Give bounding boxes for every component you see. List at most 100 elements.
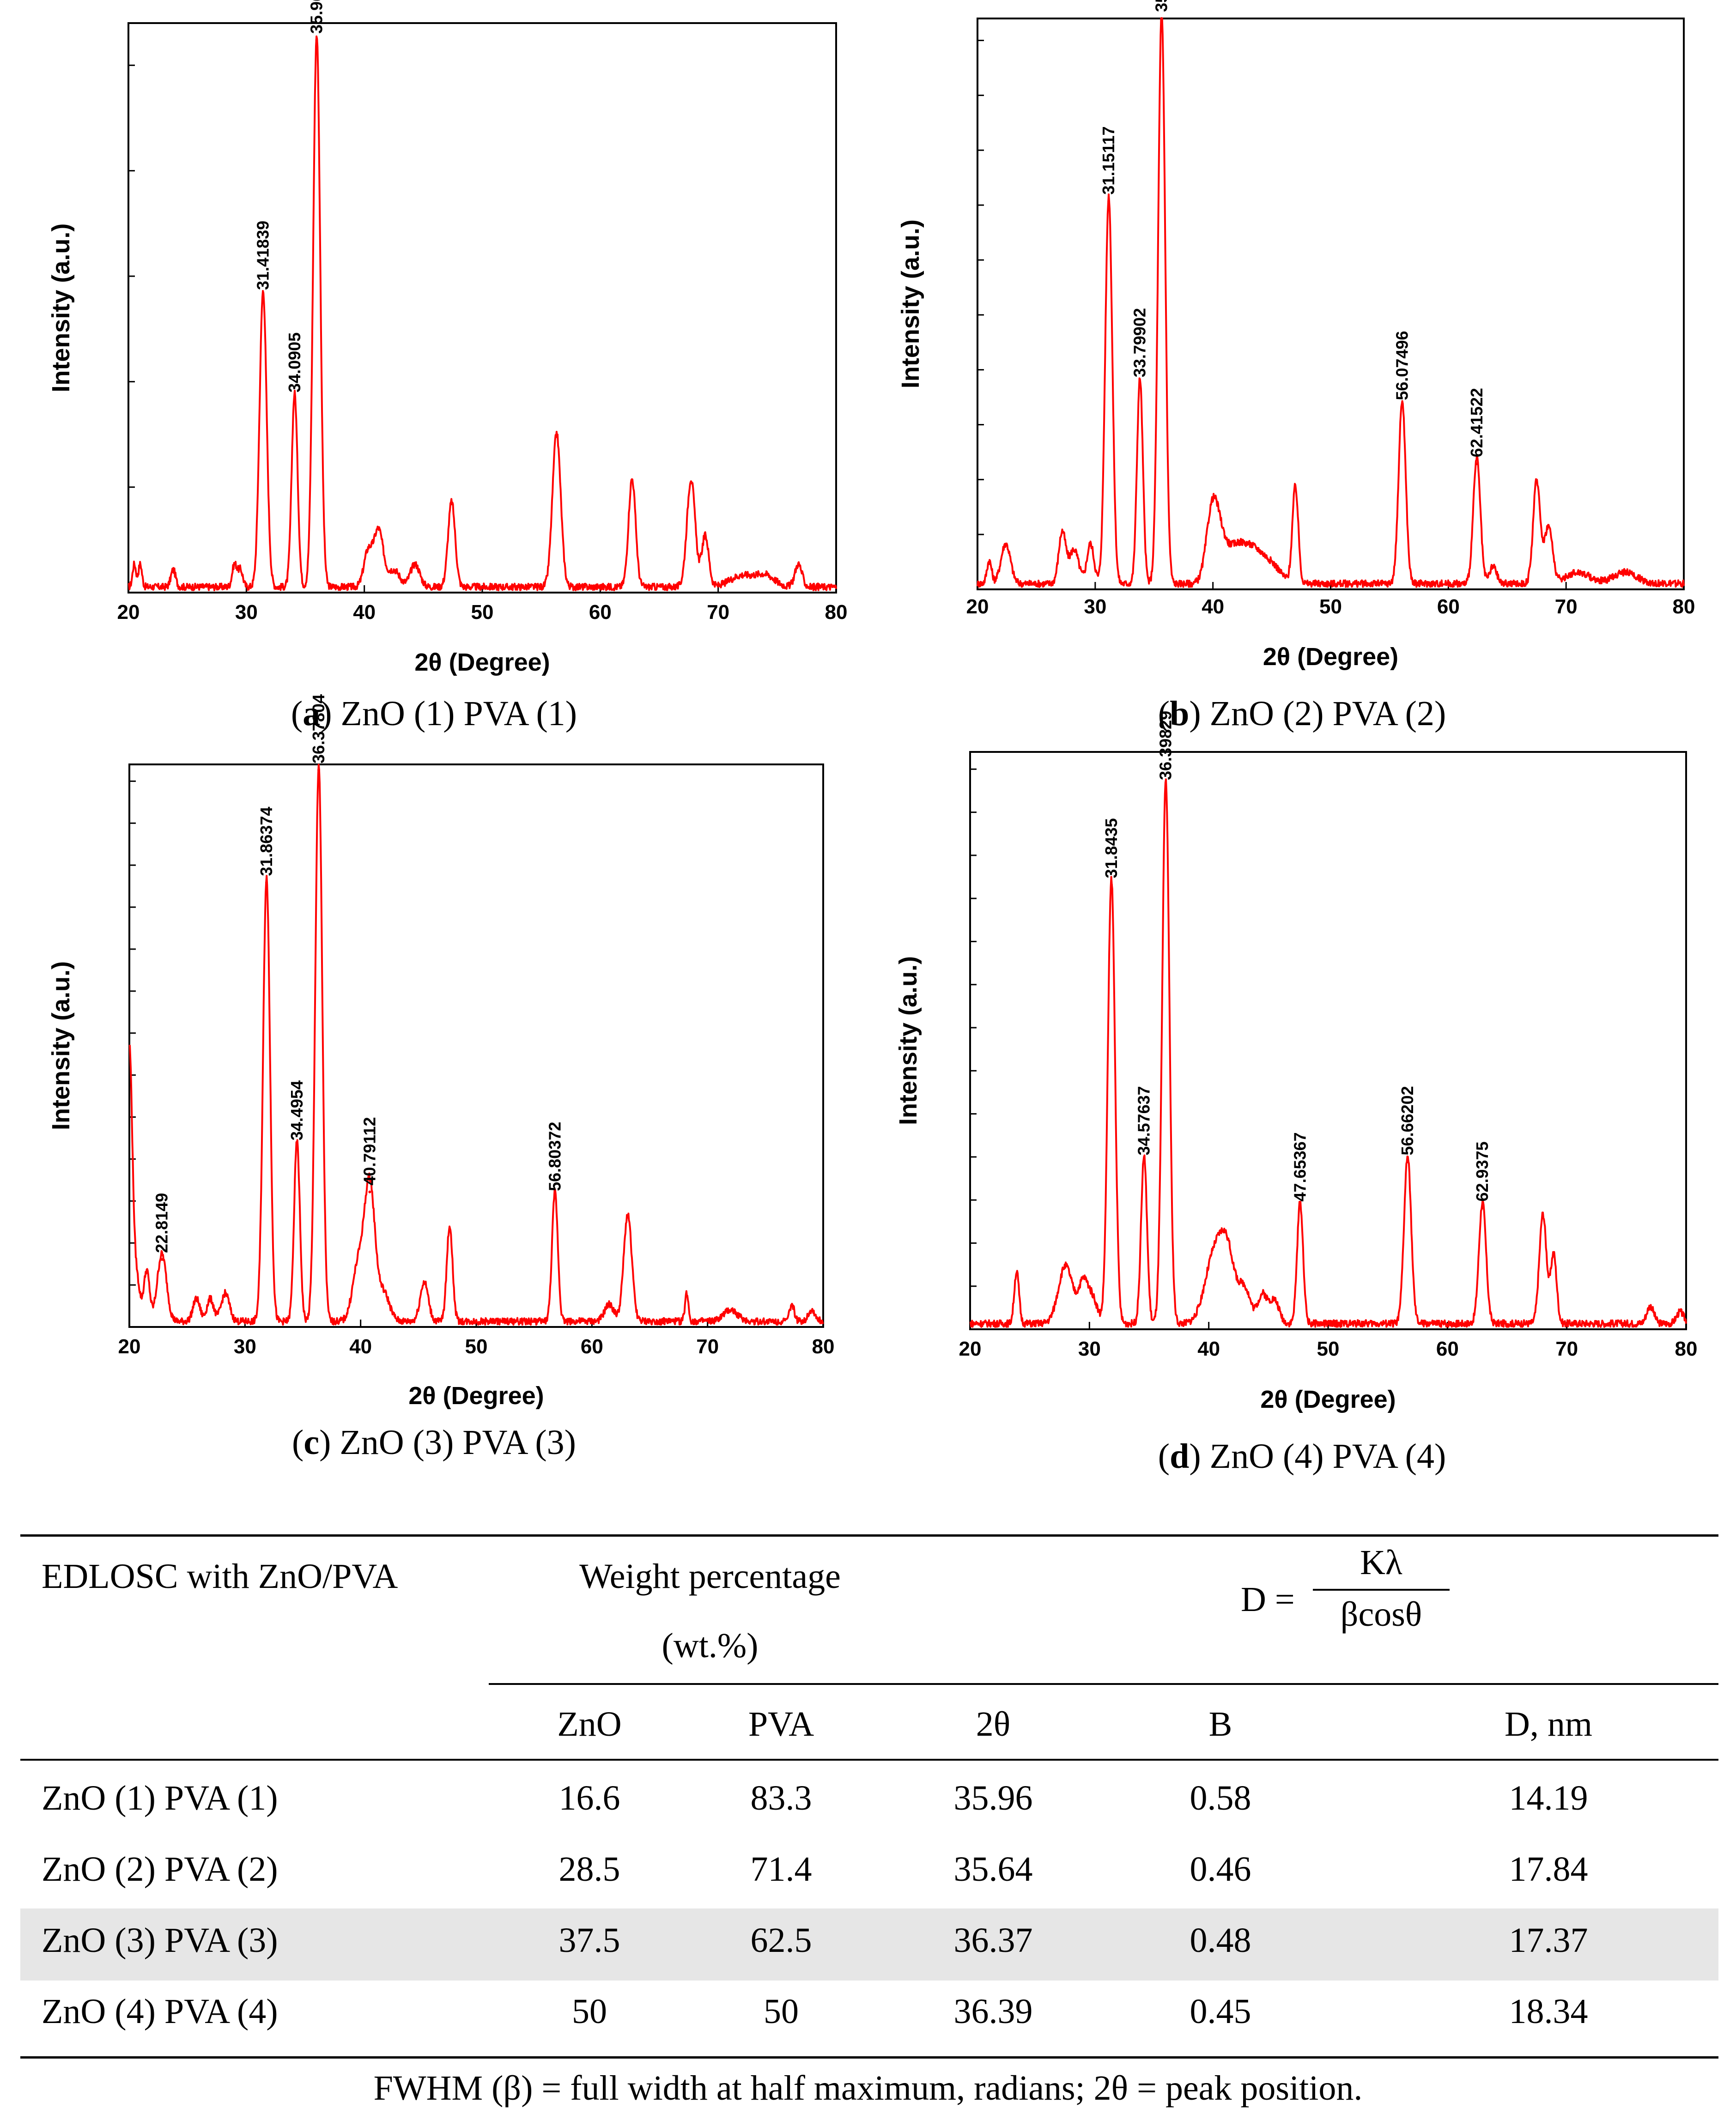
table-cell: 16.6 [558,1779,620,1817]
chart-a: 20 30 40 50 60 70 80 2θ (Degree) Intensity (a.u.… [0,0,868,739]
peak-point [1160,17,1163,20]
x-tick-label: 20 [959,1338,982,1360]
header-edlosc: EDLOSC with ZnO/PVA [42,1557,398,1596]
peak-label: 40.79112 [360,1117,379,1186]
chart-d-svg: 20 30 40 50 60 70 80 2θ (Degree) Intensity (a.u.… [894,711,1697,1413]
peak-label: 36.37804 [309,694,328,763]
table-footnote: FWHM (β) = full width at half maximum, r… [373,2069,1363,2108]
caption-d-letter: d [1170,1437,1190,1476]
table-cell: 0.46 [1190,1850,1251,1889]
x-tick-label: 20 [966,595,989,618]
peak-point [293,397,296,400]
table-cell: 37.5 [558,1921,620,1960]
caption-a-text: ZnO (1) PVA (1) [332,694,577,733]
table-row-label: ZnO (3) PVA (3) [42,1921,278,1960]
caption-c-text: ZnO (3) PVA (3) [331,1423,576,1462]
x-tick-label: 70 [1555,1338,1578,1360]
peak-point [368,1190,371,1193]
chart-c: 20 30 40 50 60 70 80 2θ (Degree) Intensity (a.u.… [0,694,868,1496]
peak-label: 34.4954 [287,1080,306,1140]
table-cell: 35.64 [953,1850,1033,1889]
caption-b-text: ZnO (2) PVA (2) [1201,694,1446,733]
peak-point [553,1196,557,1199]
table-cell: 50 [572,1992,607,2031]
table-cell: 0.45 [1190,1992,1251,2031]
xrd-spectrum-line [969,778,1687,1328]
x-tick-label: 30 [235,601,258,624]
y-axis-label: Intensity (a.u.) [894,956,922,1125]
caption-a-letter: a [303,694,321,733]
x-tick-label: 40 [1202,595,1224,618]
peak-label: 31.8435 [1102,818,1121,878]
x-tick-label: 40 [353,601,376,624]
table-cell: 83.3 [750,1779,812,1817]
table-bottom-rule [20,2056,1718,2059]
table-cell: 17.37 [1509,1921,1588,1960]
x-tick-label: 70 [1555,595,1578,618]
x-tick-label: 80 [825,601,848,624]
plot-frame [977,18,1685,590]
table-cell: 62.5 [750,1921,812,1960]
peak-point [160,1258,164,1261]
plot-frame [127,22,837,594]
peak-label: 36.39829 [1156,711,1175,780]
x-tick-label: 60 [581,1335,603,1358]
peak-label: 35.96103 [307,0,326,34]
x-tick-label: 70 [707,601,729,624]
caption-c: (c) ZnO (3) PVA (3) [292,1423,576,1462]
header-weight: Weight percentage [579,1557,841,1596]
x-tick-label: 50 [1319,595,1342,618]
x-axis-label: 2θ (Degree) [1260,1386,1396,1413]
table-row-label: ZnO (1) PVA (1) [42,1779,278,1817]
chart-c-svg: 20 30 40 50 60 70 80 2θ (Degree) Intensity (a.u.… [47,694,835,1410]
peak-label: 31.15117 [1099,126,1118,194]
x-tick-label: 80 [1673,595,1695,618]
peak-point [1138,382,1141,386]
chart-a-svg: 20 30 40 50 60 70 80 2θ (Degree) Intensity (a.u.… [47,0,848,676]
peak-label: 62.41522 [1467,388,1486,457]
table-cell: 35.96 [953,1779,1033,1817]
peak-label: 31.41839 [254,221,273,290]
chart-b-svg: 20 30 40 50 60 70 80 2θ (Degree) Intensity (a.u.… [897,0,1695,671]
peak-label: 47.65367 [1290,1132,1309,1201]
peak-point [1164,785,1167,788]
table-cell: 36.39 [953,1992,1033,2031]
x-tick-label: 70 [696,1335,719,1358]
y-axis-label: Intensity (a.u.) [47,961,75,1130]
peak-label: 56.07496 [1392,331,1411,400]
subheader-pva: PVA [748,1705,814,1744]
table-cell: 14.19 [1509,1779,1588,1817]
table-subheader-rule [20,1759,1718,1761]
table-cell: 0.58 [1190,1779,1251,1817]
x-axis-label: 2θ (Degree) [1263,643,1398,671]
x-tick-label: 30 [234,1335,256,1358]
plot-frame [969,751,1687,1330]
caption-b: (b) ZnO (2) PVA (2) [1158,694,1446,733]
table-top-rule [20,1534,1718,1537]
x-tick-label: 50 [1317,1338,1340,1360]
table-cell: 50 [764,1992,799,2031]
x-tick-label: 50 [471,601,494,624]
peak-label: 35.64523 [1152,0,1171,12]
peak-point [1475,462,1478,466]
peak-point [1299,1206,1302,1210]
peak-point [1107,200,1111,203]
xrd-spectrum-line [128,763,824,1326]
peak-label: 31.86374 [257,807,276,876]
peak-label: 34.57637 [1135,1086,1153,1155]
peak-point [295,1145,298,1149]
x-tick-label: 20 [117,601,140,624]
caption-d: (d) ZnO (4) PVA (4) [1158,1437,1446,1476]
x-tick-label: 80 [812,1335,835,1358]
table-cell: 36.37 [953,1921,1033,1960]
caption-a: (a) ZnO (1) PVA (1) [291,694,577,733]
table-cell: 71.4 [750,1850,812,1889]
x-axis-label: 2θ (Degree) [408,1382,544,1410]
y-axis-label: Intensity (a.u.) [897,219,924,388]
subheader-b: B [1208,1705,1232,1744]
peak-label: 22.8149 [152,1193,171,1253]
x-tick-label: 30 [1084,595,1106,618]
table-cell: 17.84 [1509,1850,1588,1889]
x-tick-label: 40 [1197,1338,1220,1360]
peak-label: 56.80372 [545,1122,564,1191]
